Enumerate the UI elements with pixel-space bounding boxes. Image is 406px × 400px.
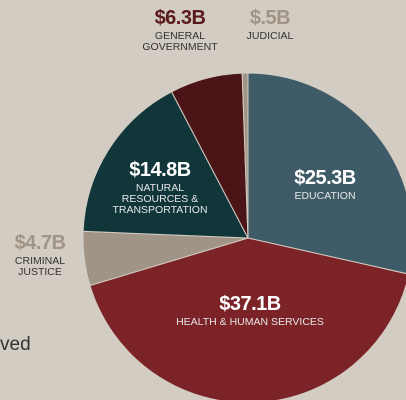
slice-label: $4.7B CRIMINAL JUSTICE	[5, 233, 75, 278]
pie-slice	[89, 237, 406, 400]
slice-label: $25.3B EDUCATION	[270, 168, 380, 202]
value-label: $4.7B	[14, 232, 66, 254]
slice-label: $6.3B GENERAL GOVERNMENT	[133, 8, 228, 53]
slice-label: $14.8B NATURAL RESOURCES & TRANSPORTATION	[103, 160, 218, 216]
category-label: HEALTH & HUMAN SERVICES	[176, 316, 324, 328]
value-label: $6.3B	[154, 7, 206, 29]
slice-label: $37.1B HEALTH & HUMAN SERVICES	[150, 294, 350, 328]
category-label: EDUCATION	[294, 190, 356, 202]
category-label: GENERAL GOVERNMENT	[142, 30, 218, 54]
caption: ved	[0, 334, 31, 355]
value-label: $14.8B	[129, 159, 191, 181]
slice-label: $.5B JUDICIAL	[235, 8, 305, 42]
pie-slice	[247, 72, 406, 275]
category-label: JUDICIAL	[246, 30, 294, 42]
pie-slice	[82, 91, 249, 239]
value-label: $25.3B	[294, 167, 356, 189]
category-label: CRIMINAL JUSTICE	[14, 255, 66, 279]
value-label: $37.1B	[219, 293, 281, 315]
value-label: $.5B	[249, 7, 291, 29]
pie-slice	[241, 72, 249, 239]
category-label: NATURAL RESOURCES & TRANSPORTATION	[112, 182, 208, 217]
